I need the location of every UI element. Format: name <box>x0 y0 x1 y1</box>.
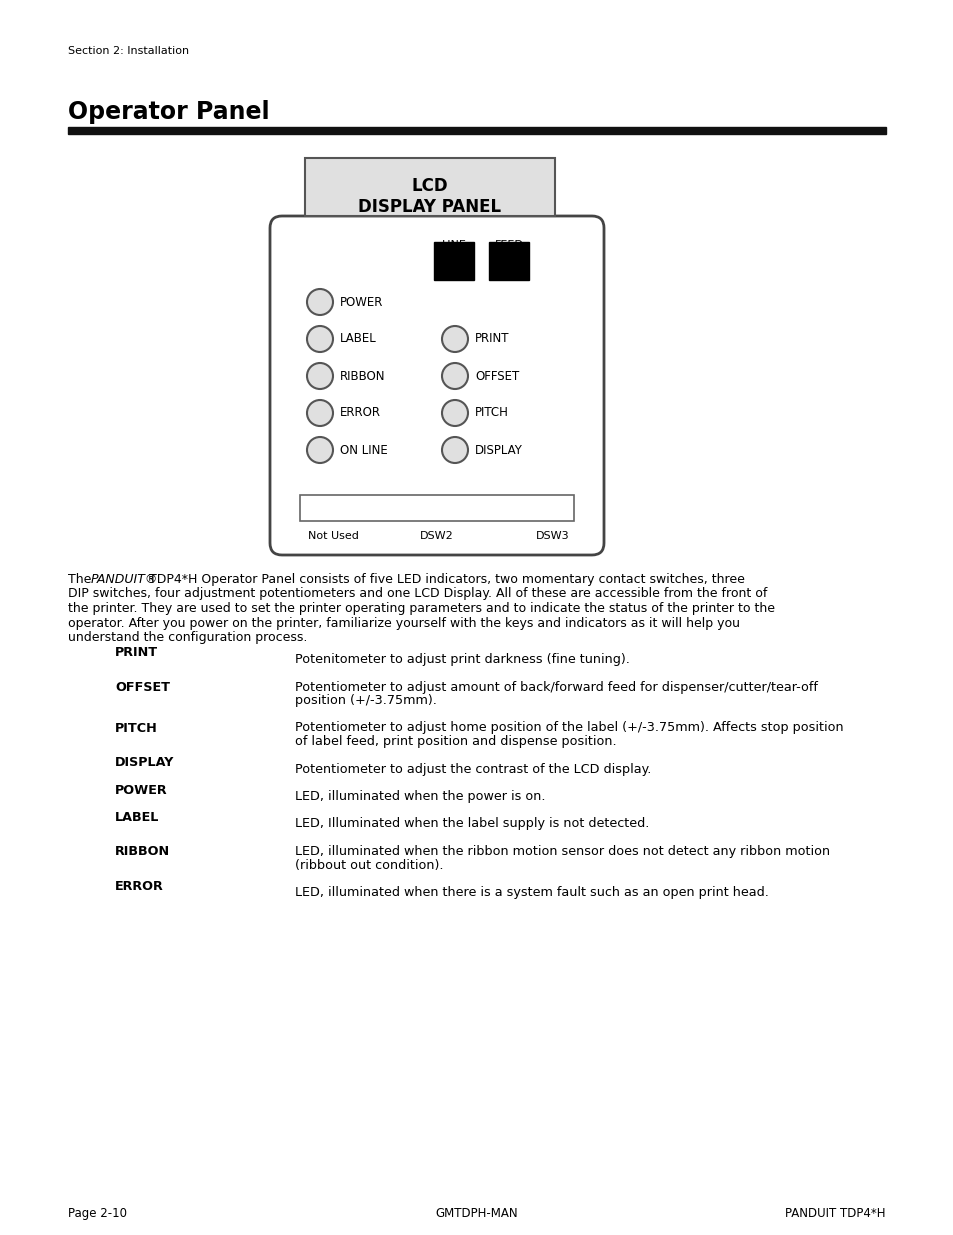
Bar <box>434 242 474 280</box>
Text: PRINT: PRINT <box>475 332 509 346</box>
Text: DIP switches, four adjustment potentiometers and one LCD Display. All of these a: DIP switches, four adjustment potentiome… <box>68 588 766 600</box>
Text: understand the configuration process.: understand the configuration process. <box>68 631 307 643</box>
Text: LED, Illuminated when the label supply is not detected.: LED, Illuminated when the label supply i… <box>294 818 649 830</box>
Text: FEED: FEED <box>494 240 523 249</box>
Text: PITCH: PITCH <box>475 406 508 420</box>
Text: GMTDPH-MAN: GMTDPH-MAN <box>436 1207 517 1220</box>
Text: LABEL: LABEL <box>339 332 376 346</box>
Bar <box>299 495 574 521</box>
Text: RIBBON: RIBBON <box>339 369 385 383</box>
Text: POWER: POWER <box>339 295 383 309</box>
Text: ERROR: ERROR <box>339 406 380 420</box>
Text: Potentiometer to adjust home position of the label (+/-3.75mm). Affects stop pos: Potentiometer to adjust home position of… <box>294 721 842 735</box>
Text: OFFSET: OFFSET <box>115 680 170 694</box>
Circle shape <box>307 326 333 352</box>
Circle shape <box>441 400 468 426</box>
Bar <box>68 127 885 135</box>
FancyBboxPatch shape <box>270 216 603 555</box>
Text: operator. After you power on the printer, familiarize yourself with the keys and: operator. After you power on the printer… <box>68 616 740 630</box>
Circle shape <box>307 437 333 463</box>
Text: POWER: POWER <box>115 783 168 797</box>
Text: Potenitometer to adjust print darkness (fine tuning).: Potenitometer to adjust print darkness (… <box>294 653 629 666</box>
Text: PANDUIT®: PANDUIT® <box>91 573 158 585</box>
Text: Page 2-10: Page 2-10 <box>68 1207 127 1220</box>
Text: of label feed, print position and dispense position.: of label feed, print position and dispen… <box>294 735 616 748</box>
Text: TDP4*H Operator Panel consists of five LED indicators, two momentary contact swi: TDP4*H Operator Panel consists of five L… <box>145 573 744 585</box>
Text: DISPLAY: DISPLAY <box>475 443 522 457</box>
Text: PITCH: PITCH <box>115 721 157 735</box>
Text: DISPLAY PANEL: DISPLAY PANEL <box>358 198 501 216</box>
Circle shape <box>307 400 333 426</box>
Text: ON LINE: ON LINE <box>339 443 387 457</box>
Bar <box>489 242 529 280</box>
Circle shape <box>307 289 333 315</box>
Text: LED, illuminated when there is a system fault such as an open print head.: LED, illuminated when there is a system … <box>294 885 768 899</box>
Text: DSW2: DSW2 <box>419 531 454 541</box>
Text: PANDUIT TDP4*H: PANDUIT TDP4*H <box>784 1207 885 1220</box>
Text: DSW3: DSW3 <box>536 531 569 541</box>
Text: LED, illuminated when the ribbon motion sensor does not detect any ribbon motion: LED, illuminated when the ribbon motion … <box>294 845 829 858</box>
Text: Not Used: Not Used <box>308 531 358 541</box>
Text: (ribbout out condition).: (ribbout out condition). <box>294 858 443 872</box>
Text: RIBBON: RIBBON <box>115 845 170 858</box>
Circle shape <box>307 363 333 389</box>
Text: OFFSET: OFFSET <box>475 369 518 383</box>
Text: the printer. They are used to set the printer operating parameters and to indica: the printer. They are used to set the pr… <box>68 601 774 615</box>
Text: LCD: LCD <box>412 177 448 195</box>
Text: Potentiometer to adjust amount of back/forward feed for dispenser/cutter/tear-of: Potentiometer to adjust amount of back/f… <box>294 680 817 694</box>
Text: position (+/-3.75mm).: position (+/-3.75mm). <box>294 694 436 706</box>
Circle shape <box>441 326 468 352</box>
Text: LABEL: LABEL <box>115 811 159 824</box>
Text: Potentiometer to adjust the contrast of the LCD display.: Potentiometer to adjust the contrast of … <box>294 762 651 776</box>
Text: PRINT: PRINT <box>115 646 158 659</box>
Text: DISPLAY: DISPLAY <box>115 756 174 769</box>
Text: The: The <box>68 573 95 585</box>
Text: Section 2: Installation: Section 2: Installation <box>68 46 189 56</box>
Text: ERROR: ERROR <box>115 879 164 893</box>
Text: LINE: LINE <box>441 240 466 249</box>
Text: Operator Panel: Operator Panel <box>68 100 270 124</box>
Circle shape <box>441 363 468 389</box>
Text: LED, illuminated when the power is on.: LED, illuminated when the power is on. <box>294 790 545 803</box>
Circle shape <box>441 437 468 463</box>
Bar <box>305 158 555 216</box>
